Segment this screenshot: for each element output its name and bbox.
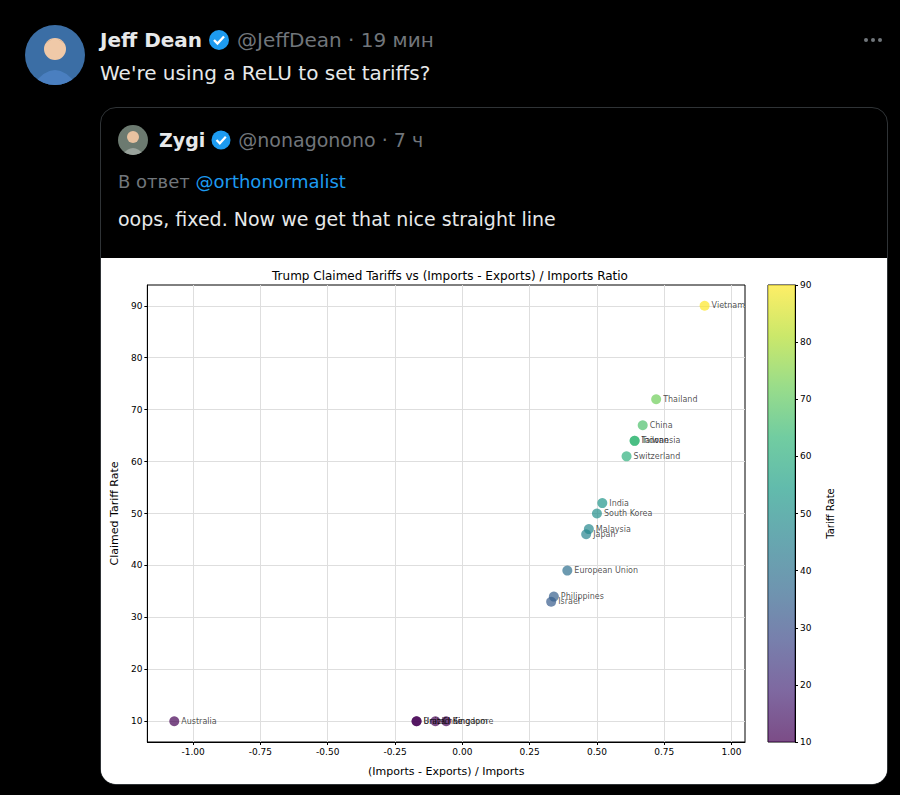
svg-text:-0.25: -0.25 [383,747,406,757]
svg-text:20: 20 [131,664,143,674]
svg-text:Brazil: Brazil [423,716,446,726]
svg-text:50: 50 [131,509,143,519]
svg-text:40: 40 [131,560,143,570]
html-text:@JeffDean · 19 мин: @JeffDean · 19 мин [237,28,434,52]
html-text:@nonagonono · 7 ч: @nonagonono · 7 ч [238,129,424,151]
svg-text:-0.75: -0.75 [249,747,272,757]
svg-text:Singapore: Singapore [453,717,493,726]
svg-text:1.00: 1.00 [722,747,742,757]
svg-text:China: China [650,421,673,430]
svg-text:0.50: 0.50 [587,747,607,757]
svg-text:Claimed Tariff Rate: Claimed Tariff Rate [108,461,121,565]
svg-text:India: India [609,499,629,508]
svg-text:70: 70 [800,394,812,404]
svg-text:Tariff Rate: Tariff Rate [825,488,836,539]
svg-text:Japan: Japan [593,529,616,539]
svg-text:European Union: European Union [574,566,638,575]
svg-text:40: 40 [800,566,812,576]
html-text:Zygi: Zygi [159,129,206,151]
svg-text:70: 70 [131,405,143,415]
svg-text:Israel: Israel [558,597,580,607]
svg-text:10: 10 [131,716,143,726]
svg-text:Malaysia: Malaysia [596,525,631,534]
svg-text:60: 60 [131,457,143,467]
svg-text:30: 30 [131,612,143,622]
svg-text:Trump Claimed Tariffs vs (Impo: Trump Claimed Tariffs vs (Imports - Expo… [271,269,628,283]
svg-text:60: 60 [800,451,812,461]
html-text:Jeff Dean: Jeff Dean [100,28,203,52]
svg-text:80: 80 [800,337,812,347]
svg-text:80: 80 [131,353,143,363]
html-text:В ответ @orthonormalist: В ответ @orthonormalist [118,171,346,192]
svg-text:0.75: 0.75 [654,747,674,757]
svg-text:(Imports - Exports) / Imports: (Imports - Exports) / Imports [368,765,525,778]
html-text:We're using a ReLU to set tari: We're using a ReLU to set tariffs? [100,61,431,85]
svg-text:Vietnam: Vietnam [712,301,746,310]
svg-text:Thailand: Thailand [662,395,697,404]
svg-text:Australia: Australia [181,717,216,726]
svg-text:0.25: 0.25 [520,747,540,757]
svg-text:Indonesia: Indonesia [642,436,681,445]
html-text:oops, fixed. Now we get that n: oops, fixed. Now we get that nice straig… [118,208,556,230]
svg-text:90: 90 [131,301,143,311]
svg-text:20: 20 [800,680,812,690]
svg-text:Switzerland: Switzerland [634,452,681,461]
svg-text:-0.50: -0.50 [316,747,340,757]
svg-text:Philippines: Philippines [561,592,604,601]
svg-text:10: 10 [800,737,812,747]
svg-text:90: 90 [800,280,812,290]
svg-text:-1.00: -1.00 [181,747,205,757]
svg-text:0.00: 0.00 [452,747,472,757]
svg-text:50: 50 [800,509,812,519]
svg-text:30: 30 [800,623,812,633]
svg-text:South Korea: South Korea [604,509,653,518]
